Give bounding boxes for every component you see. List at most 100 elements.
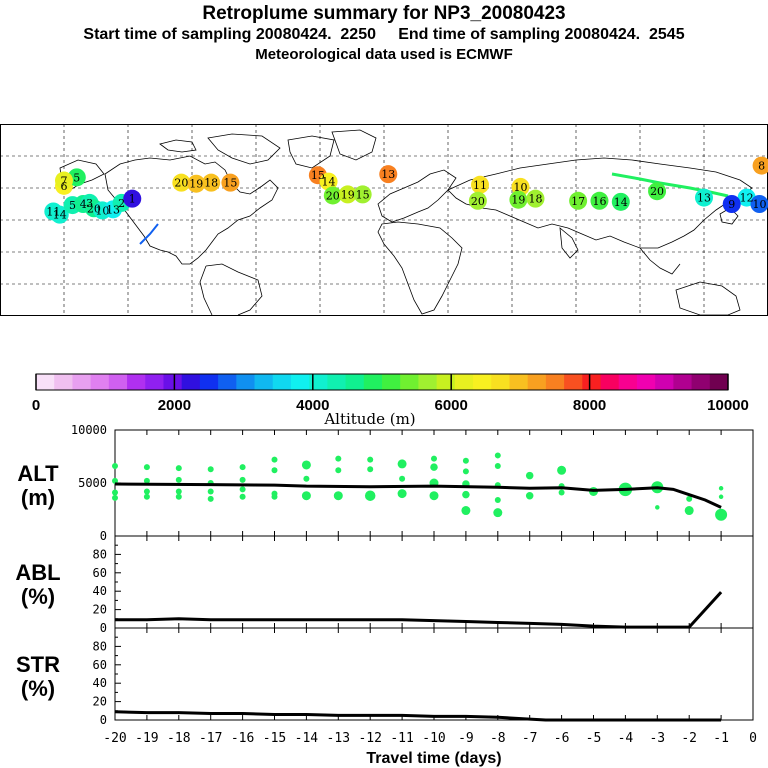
- met-data-label: Meteorological data used is ECMWF: [255, 46, 513, 63]
- alt-scatter-point: [715, 508, 728, 521]
- alt-scatter-point: [367, 456, 374, 463]
- plume-dot: [722, 195, 741, 213]
- alt-scatter-point: [525, 471, 534, 480]
- plume-label: 20: [326, 189, 340, 202]
- xtick-label: -6: [554, 731, 570, 746]
- plume-label: 13: [381, 168, 395, 181]
- alt-scatter-point: [364, 490, 376, 501]
- plume-dot: [648, 182, 667, 201]
- colorbar-cell: [382, 374, 401, 390]
- colorbar-label: Altitude (m): [323, 410, 415, 428]
- xtick-label: -17: [199, 731, 222, 746]
- colorbar-cell: [181, 374, 201, 390]
- plume-label: 20: [87, 202, 101, 215]
- colorbar-cell: [363, 374, 383, 390]
- plume-dot: [50, 205, 69, 224]
- plume-dot: [750, 195, 768, 213]
- colorbar-cell: [145, 374, 164, 390]
- colorbar-cell: [473, 374, 492, 390]
- xtick-label: -4: [618, 731, 634, 746]
- plume-label: 11: [46, 205, 60, 218]
- plume-label: 2: [118, 197, 125, 210]
- plume-dot: [123, 189, 142, 208]
- alt-scatter-point: [462, 490, 470, 499]
- colorbar-cell: [90, 374, 110, 390]
- alt-scatter-point: [335, 455, 342, 462]
- xtick-label: -15: [263, 731, 286, 746]
- colorbar-cell: [564, 374, 583, 390]
- alt-scatter-point: [367, 466, 374, 473]
- plume-label: 12: [740, 192, 754, 205]
- plume-dot: [202, 173, 221, 192]
- plume-label: 3: [86, 197, 93, 210]
- plume-label: 14: [614, 196, 628, 209]
- colorbar-cell: [254, 374, 274, 390]
- plume-dot: [611, 192, 630, 211]
- plume-label: 15: [223, 177, 237, 190]
- str-ytick-label: 20: [93, 695, 107, 709]
- plume-label: 18: [528, 193, 542, 206]
- xtick-label: -16: [231, 731, 254, 746]
- plume-dot: [187, 174, 206, 193]
- page-title: Retroplume summary for NP3_20080423: [202, 3, 566, 24]
- colorbar-cell: [272, 374, 292, 390]
- xtick-label: -19: [135, 731, 158, 746]
- plume-label: 4: [80, 198, 87, 211]
- colorbar-cell: [199, 374, 219, 390]
- alt-scatter-point: [462, 457, 469, 464]
- alt-scatter-point: [301, 491, 311, 501]
- alt-scatter-point: [271, 493, 278, 500]
- alt-scatter-point: [493, 508, 503, 518]
- colorbar-cell: [163, 374, 183, 390]
- plume-dot: [471, 175, 489, 194]
- plume-label: 10: [95, 204, 109, 217]
- plume-dot: [172, 173, 191, 192]
- alt-scatter-point: [112, 477, 118, 484]
- plume-label: 20: [471, 195, 485, 208]
- colorbar-cell: [491, 374, 510, 390]
- alt-scatter-point: [303, 475, 310, 482]
- colorbar-cell: [655, 374, 674, 390]
- altitude-colorbar: 0 2000 4000 6000 8000 10000 Altitude (m): [32, 373, 749, 428]
- plume-dot: [353, 185, 372, 204]
- alt-scatter-point: [301, 460, 311, 470]
- alt-scatter-point: [557, 465, 567, 475]
- colorbar-cell: [527, 374, 547, 390]
- colorbar-cell: [309, 374, 328, 390]
- alt-scatter-point: [143, 493, 150, 500]
- alt-scatter-point: [494, 452, 501, 459]
- plume-label: 7: [61, 175, 68, 188]
- map-graticule: [0, 124, 768, 316]
- alt-scatter-point: [112, 463, 118, 470]
- start-time-label: Start time of sampling 20080424. 2250: [83, 26, 376, 43]
- abl-ytick-label: 80: [93, 547, 107, 561]
- plume-label: 8: [758, 160, 765, 173]
- colorbar-cell: [290, 374, 310, 390]
- alt-scatter-point: [430, 463, 438, 471]
- alt-scatter-point: [718, 486, 724, 491]
- str-ytick-label: 0: [100, 713, 107, 727]
- colorbar-tick-label: 0: [32, 397, 40, 414]
- xtick-label: 0: [749, 731, 757, 746]
- alt-scatter-point: [558, 489, 565, 496]
- colorbar-cell: [582, 374, 602, 390]
- travel-time-axis: -20 -19 -18 -17 -16 -15 -14 -13 -12 -11 -10 -9 -8 -7-…: [103, 731, 757, 767]
- plume-dot: [752, 156, 768, 175]
- plume-label: 15: [311, 169, 325, 182]
- colorbar-tick-label: 6000: [435, 397, 468, 414]
- plume-dot: [379, 165, 398, 184]
- alt-scatter-point: [207, 466, 214, 473]
- plume-label: 20: [174, 177, 188, 190]
- plume-label: 16: [592, 195, 606, 208]
- alt-scatter-point: [429, 491, 439, 501]
- abl-ytick-label: 60: [93, 566, 107, 580]
- plume-label: 14: [53, 209, 67, 222]
- xtick-label: -7: [522, 731, 538, 746]
- end-time-label: End time of sampling 20080424. 2545: [398, 26, 685, 43]
- abl-ytick-label: 20: [93, 603, 107, 617]
- alt-scatter-point: [494, 496, 501, 503]
- colorbar-cell: [618, 374, 638, 390]
- xtick-label: -8: [490, 731, 506, 746]
